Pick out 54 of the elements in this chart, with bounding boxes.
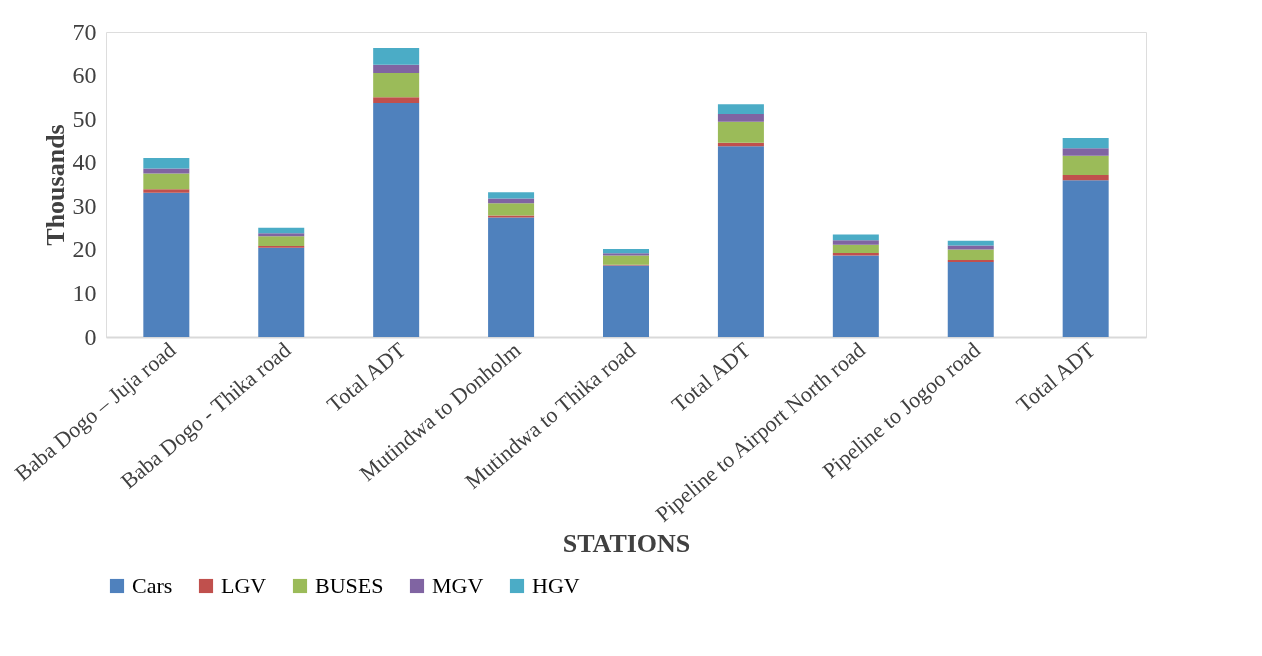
bar: [947, 240, 994, 246]
y-tick-label: 60: [72, 62, 97, 89]
bar: [717, 104, 764, 114]
bar: [373, 64, 420, 73]
y-tick-label: 30: [72, 192, 97, 219]
bar: [143, 157, 190, 169]
bar: [488, 203, 535, 216]
bar: [488, 192, 535, 199]
y-tick-label: 50: [72, 105, 97, 132]
legend-label: LGV: [221, 573, 267, 598]
bar: [488, 215, 535, 218]
y-tick-label: 70: [72, 18, 97, 45]
bar: [143, 173, 190, 190]
bar: [1062, 137, 1109, 149]
bar: [947, 249, 994, 260]
y-tick-label: 10: [72, 279, 97, 306]
bar: [717, 121, 764, 143]
bar: [143, 168, 190, 174]
legend-label: MGV: [432, 573, 484, 598]
bar: [488, 217, 535, 337]
bar: [143, 189, 190, 193]
bar: [717, 146, 764, 337]
bar: [373, 48, 420, 65]
bar: [717, 113, 764, 122]
bar: [832, 255, 879, 337]
legend-label: BUSES: [315, 573, 384, 598]
bar: [258, 236, 305, 246]
bar: [373, 97, 420, 104]
bar: [603, 255, 649, 265]
bar: [1062, 148, 1109, 156]
bar: [258, 247, 305, 337]
bar: [373, 72, 420, 98]
bar: [603, 248, 649, 254]
y-tick-label: 40: [72, 149, 97, 176]
y-axis-title: Thousands: [40, 124, 70, 246]
bar: [832, 244, 879, 253]
bar: [488, 198, 535, 204]
bar: [947, 262, 994, 337]
bar: [143, 192, 190, 337]
x-axis-title: STATIONS: [562, 528, 691, 558]
bar: [1062, 174, 1109, 181]
bar: [603, 265, 649, 337]
bar: [1062, 180, 1109, 337]
y-tick-label: 0: [84, 323, 97, 350]
bar: [258, 233, 305, 237]
bar: [1062, 155, 1109, 175]
bar: [832, 240, 879, 245]
legend-label: HGV: [532, 573, 580, 598]
bar: [373, 103, 420, 337]
bar: [947, 259, 994, 263]
legend-label: Cars: [132, 573, 173, 598]
y-tick-label: 20: [72, 236, 97, 263]
bar: [832, 252, 879, 256]
bar: [603, 253, 649, 256]
